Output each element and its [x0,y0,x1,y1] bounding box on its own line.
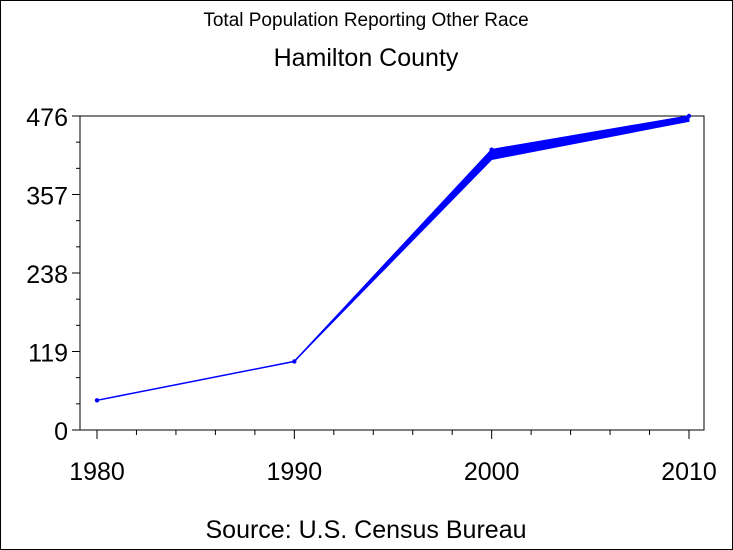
x-tick-label: 1980 [69,458,125,486]
chart-subtitle: Hamilton County [274,44,459,72]
series-band [293,115,690,362]
y-tick-label: 476 [26,104,68,132]
x-tick-label: 2010 [661,458,717,486]
y-tick-label: 238 [26,261,68,289]
x-tick-label: 2000 [464,458,520,486]
data-point [94,398,100,403]
plot-border [79,115,705,431]
data-point [489,147,494,152]
data-point [686,113,692,119]
chart-footnote: Source: U.S. Census Bureau [206,516,527,544]
y-tick-label: 357 [26,183,68,211]
data-point [292,359,297,364]
series-line [96,115,690,402]
y-tick-label: 0 [54,418,68,446]
chart-title: Total Population Reporting Other Race [203,10,528,31]
y-tick-label: 119 [28,340,68,368]
x-tick-label: 1990 [267,458,323,486]
plot-area: 0 119 238 357 476 1980 1990 2000 2010 [26,104,717,486]
